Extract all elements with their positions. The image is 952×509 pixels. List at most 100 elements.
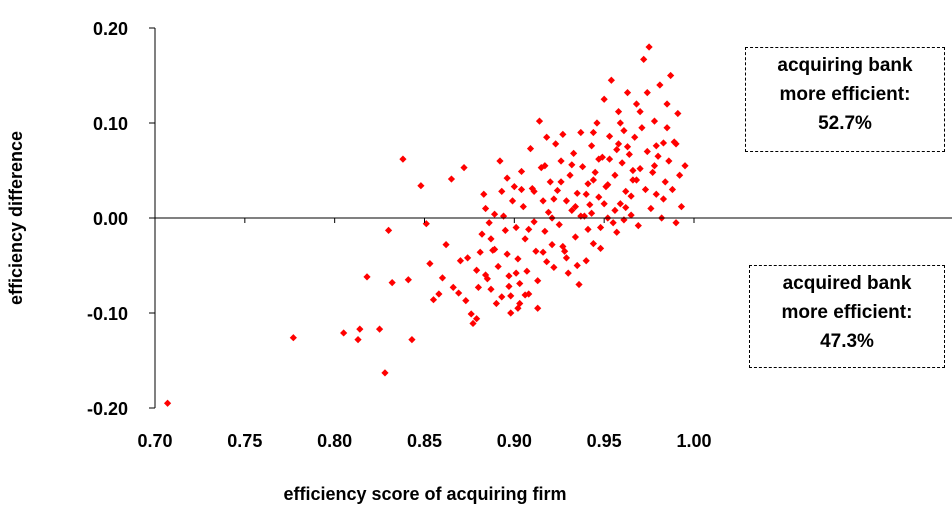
data-point — [614, 140, 623, 148]
data-point — [480, 190, 488, 198]
data-point — [643, 147, 651, 156]
x-tick-label: 0.75 — [227, 431, 262, 451]
data-point — [487, 235, 495, 243]
data-point — [573, 261, 581, 270]
data-point — [650, 162, 659, 170]
data-point — [573, 189, 581, 197]
data-point — [521, 291, 529, 299]
data-point — [519, 203, 527, 211]
data-point — [638, 124, 646, 132]
data-point — [613, 228, 621, 236]
data-point — [289, 334, 297, 342]
data-point — [514, 255, 522, 263]
data-point — [604, 181, 612, 189]
data-point — [543, 258, 551, 266]
data-point — [605, 132, 614, 140]
data-point — [672, 140, 680, 148]
data-point — [508, 197, 517, 205]
data-point — [620, 127, 628, 135]
data-point — [550, 263, 558, 271]
data-point — [473, 266, 481, 274]
data-point — [526, 145, 535, 153]
data-point — [163, 399, 172, 407]
data-point — [605, 155, 614, 163]
y-axis-ticks: 0.20 0.10 0.00 -0.10 -0.20 — [87, 19, 155, 419]
data-point — [553, 186, 562, 195]
x-axis-title: efficiency score of acquiring firm — [283, 484, 566, 504]
data-point — [579, 163, 587, 171]
y-axis-title: efficiency difference — [6, 131, 26, 305]
data-point — [636, 165, 644, 173]
scatter-points — [163, 43, 689, 407]
data-point — [643, 89, 651, 97]
data-point — [589, 128, 597, 137]
data-point — [618, 159, 626, 167]
data-point — [512, 269, 520, 277]
data-point — [530, 218, 538, 226]
data-point — [616, 200, 624, 208]
data-point — [672, 219, 680, 227]
data-point — [616, 119, 624, 127]
data-point — [476, 248, 484, 256]
data-point — [422, 220, 430, 228]
data-point — [464, 254, 472, 262]
data-point — [595, 193, 603, 201]
data-point — [503, 250, 511, 258]
data-point — [611, 171, 619, 179]
data-point — [589, 176, 597, 184]
data-point — [568, 161, 576, 169]
data-point — [650, 117, 659, 125]
data-point — [384, 226, 393, 234]
data-point — [587, 142, 596, 150]
data-point — [550, 195, 558, 203]
data-point — [490, 245, 499, 253]
y-tick-label: 0.10 — [93, 114, 128, 134]
data-point — [652, 190, 660, 198]
data-point — [622, 187, 630, 195]
data-point — [596, 244, 605, 252]
data-point — [596, 223, 605, 232]
data-point — [582, 257, 590, 265]
data-point — [381, 369, 389, 377]
data-point — [548, 241, 556, 249]
data-point — [668, 185, 677, 194]
data-point — [587, 209, 596, 217]
data-point — [571, 203, 580, 211]
data-point — [614, 108, 623, 116]
data-point — [340, 329, 348, 337]
data-point — [652, 142, 660, 150]
data-point — [516, 279, 524, 288]
data-point — [485, 219, 493, 227]
data-point — [510, 183, 518, 191]
annotation-line: 47.3% — [820, 331, 874, 352]
y-tick-label: -0.10 — [87, 304, 128, 324]
data-point — [521, 235, 529, 243]
data-point — [483, 275, 491, 283]
data-point — [649, 168, 657, 176]
data-point — [625, 150, 633, 158]
data-point — [546, 178, 554, 186]
data-point — [426, 260, 434, 268]
data-point — [438, 274, 447, 282]
data-point — [455, 289, 463, 297]
data-point — [636, 108, 644, 116]
data-point — [456, 257, 465, 265]
data-point — [559, 242, 567, 251]
data-point — [492, 299, 500, 308]
data-point — [498, 187, 506, 195]
data-point — [505, 282, 513, 290]
data-point — [474, 283, 482, 291]
data-point — [654, 152, 662, 160]
data-point — [481, 204, 490, 213]
data-point — [354, 336, 362, 344]
data-point — [552, 140, 560, 148]
data-point — [537, 164, 545, 172]
data-point — [490, 210, 499, 218]
annotation-line: acquired bank — [782, 273, 912, 294]
data-point — [600, 95, 608, 103]
annotation-acquired-more-efficient: acquired bank more efficient: 47.3% — [749, 265, 945, 368]
data-point — [623, 89, 632, 97]
annotation-line: acquiring bank — [777, 55, 913, 76]
data-point — [593, 119, 601, 127]
